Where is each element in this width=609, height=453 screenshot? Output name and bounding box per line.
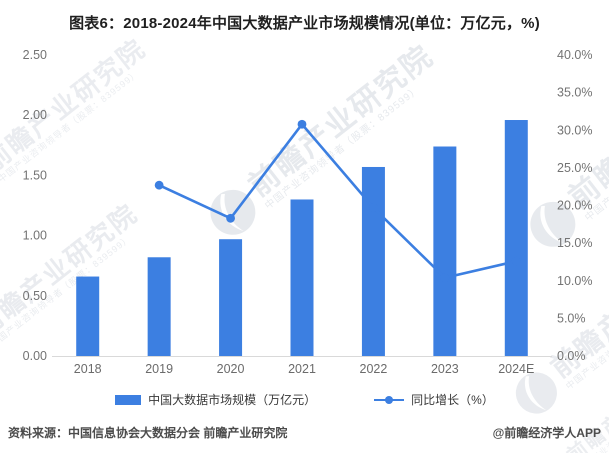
bar-2024E xyxy=(504,120,528,357)
legend-label-growth: 同比增长（%） xyxy=(411,393,494,407)
growth-line-marker xyxy=(297,119,307,129)
y-axis-left-tick-label: 1.50 xyxy=(23,168,47,182)
chart-title: 图表6：2018-2024年中国大数据产业市场规模情况(单位：万亿元，%) xyxy=(69,15,540,32)
y-axis-right-tick-label: 15.0% xyxy=(557,236,592,250)
growth-line xyxy=(158,122,517,280)
y-axis-right-tick-label: 25.0% xyxy=(557,161,592,175)
x-axis-label: 2020 xyxy=(217,362,245,376)
legend-item-market-size: 中国大数据市场规模（万亿元） xyxy=(115,391,316,408)
bar-2020 xyxy=(219,239,243,356)
y-axis-right-tick-label: 40.0% xyxy=(557,48,592,62)
bar-2019 xyxy=(147,257,171,356)
legend-item-growth: 同比增长（%） xyxy=(374,391,494,408)
y-axis-left-tick-label: 2.50 xyxy=(23,48,47,62)
x-axis-label: 2023 xyxy=(431,362,459,376)
growth-line-marker xyxy=(226,213,235,223)
legend: 中国大数据市场规模（万亿元） 同比增长（%） xyxy=(0,391,609,408)
x-axis-label: 2018 xyxy=(74,362,102,376)
bar-2022 xyxy=(361,166,385,356)
x-axis-label: 2019 xyxy=(145,362,173,376)
bar-2021 xyxy=(290,199,314,356)
source-text: 资料来源：中国信息协会大数据分会 前瞻产业研究院 xyxy=(8,426,288,440)
credit-text: @前瞻经济学人APP xyxy=(492,426,601,440)
y-axis-right-tick-label: 30.0% xyxy=(557,123,592,137)
y-axis-right-tick-label: 20.0% xyxy=(557,199,592,213)
footer: 资料来源：中国信息协会大数据分会 前瞻产业研究院 @前瞻经济学人APP xyxy=(0,424,609,441)
growth-line-marker xyxy=(369,203,378,213)
y-axis-right-tick-label: 0.0% xyxy=(557,349,586,363)
growth-line-marker xyxy=(154,180,164,190)
bar-2018 xyxy=(76,276,100,356)
y-axis-left-tick-label: 2.00 xyxy=(23,108,47,122)
growth-line-marker xyxy=(511,256,521,266)
legend-label-market-size: 中国大数据市场规模（万亿元） xyxy=(148,393,317,407)
y-axis-right-tick-label: 5.0% xyxy=(557,311,586,325)
line-swatch-icon xyxy=(374,395,405,405)
y-axis-right-tick-label: 10.0% xyxy=(557,274,592,288)
bar-2023 xyxy=(433,146,457,356)
growth-line-marker xyxy=(440,273,450,283)
x-axis-label: 2021 xyxy=(288,362,316,376)
y-axis-left-tick-label: 0.00 xyxy=(23,349,47,363)
x-axis-label: 2024E xyxy=(498,362,534,376)
bar-swatch-icon xyxy=(115,394,142,405)
y-axis-left-tick-label: 1.00 xyxy=(23,229,47,243)
y-axis-right-tick-label: 35.0% xyxy=(557,86,592,100)
x-axis-label: 2022 xyxy=(360,362,388,376)
y-axis-left-tick-label: 0.50 xyxy=(23,289,47,303)
